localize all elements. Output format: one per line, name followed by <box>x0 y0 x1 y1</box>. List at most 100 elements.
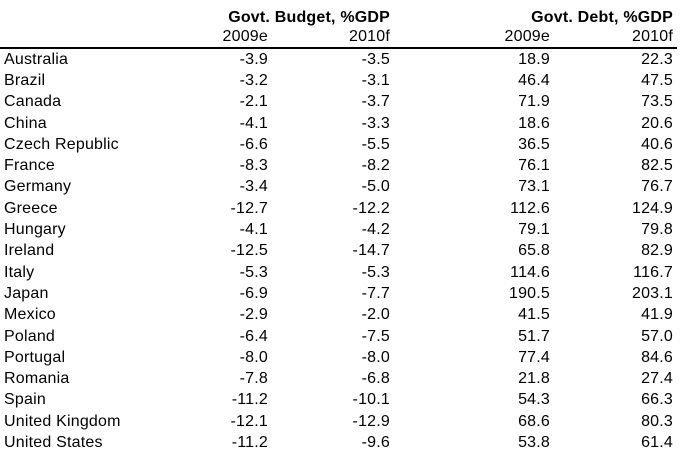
debt-2009e-cell: 71.9 <box>518 93 551 111</box>
debt-2009e-cell: 76.1 <box>518 157 551 175</box>
table-row: Ireland -12.5 -14.7 65.8 82.9 <box>0 241 677 262</box>
budget-2009e-cell: -12.1 <box>230 412 268 430</box>
budget-2009e-cell: -5.3 <box>239 263 268 281</box>
debt-2010f-cell: 203.1 <box>631 284 674 302</box>
budget-2009e-cell: -6.6 <box>239 135 268 153</box>
budget-2009e-cell: -3.4 <box>239 178 268 196</box>
budget-2010f-cell: -4.2 <box>361 221 391 239</box>
country-cell: Portugal <box>4 348 66 366</box>
table-row: China -4.1 -3.3 18.6 20.6 <box>0 113 677 134</box>
budget-2010f-cell: -3.3 <box>361 114 391 132</box>
subheader-row: 2009e 2010f 2009e 2010f <box>0 28 678 49</box>
budget-2009e-cell: -3.9 <box>239 50 268 68</box>
debt-2009e-cell: 41.5 <box>518 306 551 324</box>
debt-2010f-cell: 47.5 <box>641 71 674 89</box>
country-column-header-blank <box>0 0 180 28</box>
budget-2009e-cell: -12.7 <box>230 199 268 217</box>
debt-2010f-header: 2010f <box>550 28 678 49</box>
table-row: Greece -12.7 -12.2 112.6 124.9 <box>0 198 677 219</box>
debt-2010f-cell: 73.5 <box>641 93 674 111</box>
budget-2010f-cell: -3.5 <box>361 50 391 68</box>
budget-2009e-cell: -4.1 <box>239 221 268 239</box>
table-row: Canada -2.1 -3.7 71.9 73.5 <box>0 92 677 113</box>
budget-2010f-cell: -8.0 <box>361 348 391 366</box>
budget-2010f-cell: -7.7 <box>361 284 391 302</box>
budget-2009e-cell: -2.9 <box>239 306 268 324</box>
budget-2009e-cell: -7.8 <box>239 370 268 388</box>
budget-2010f-cell: -12.9 <box>352 412 391 430</box>
table-row: Portugal -8.0 -8.0 77.4 84.6 <box>0 347 677 368</box>
country-cell: Mexico <box>4 306 56 324</box>
debt-2009e-cell: 73.1 <box>518 178 551 196</box>
debt-group-header: Govt. Debt, %GDP <box>531 9 674 26</box>
debt-2009e-cell: 18.6 <box>518 114 551 132</box>
budget-2009e-cell: -11.2 <box>231 433 268 451</box>
debt-2009e-cell: 114.6 <box>510 263 551 281</box>
debt-2009e-cell: 54.3 <box>518 391 551 409</box>
table-row: France -8.3 -8.2 76.1 82.5 <box>0 155 677 176</box>
country-cell: Germany <box>4 178 72 196</box>
debt-2010f-cell: 61.4 <box>641 433 674 451</box>
budget-2009e-cell: -2.1 <box>239 93 268 111</box>
debt-2010f-cell: 80.3 <box>641 412 674 430</box>
country-cell: Japan <box>4 284 49 302</box>
budget-2009e-cell: -12.5 <box>230 242 268 260</box>
debt-2010f-cell: 79.8 <box>641 221 674 239</box>
budget-2010f-cell: -10.1 <box>352 391 391 409</box>
country-cell: Australia <box>4 50 69 68</box>
country-cell: Spain <box>4 391 46 409</box>
country-cell: United Kingdom <box>4 412 121 430</box>
country-cell: China <box>4 114 47 132</box>
country-cell: France <box>4 157 55 175</box>
debt-2010f-cell: 82.5 <box>641 157 674 175</box>
budget-2010f-cell: -5.0 <box>361 178 391 196</box>
debt-2010f-cell: 84.6 <box>641 348 674 366</box>
debt-2010f-cell: 40.6 <box>641 135 674 153</box>
budget-2010f-cell: -2.0 <box>361 306 391 324</box>
country-cell: Greece <box>4 199 58 217</box>
budget-2009e-header: 2009e <box>180 28 268 49</box>
debt-2010f-cell: 82.9 <box>641 242 674 260</box>
debt-2009e-cell: 79.1 <box>518 221 551 239</box>
debt-2009e-cell: 190.5 <box>508 284 551 302</box>
debt-2010f-cell: 27.4 <box>641 370 674 388</box>
budget-group-header: Govt. Budget, %GDP <box>228 9 391 26</box>
debt-2009e-cell: 21.8 <box>518 370 551 388</box>
debt-2009e-cell: 36.5 <box>518 135 551 153</box>
table-row: Brazil -3.2 -3.1 46.4 47.5 <box>0 70 677 91</box>
debt-2009e-header: 2009e <box>390 28 551 49</box>
debt-2010f-cell: 116.7 <box>633 263 674 281</box>
country-cell: Czech Republic <box>4 135 119 153</box>
country-cell: Italy <box>4 263 35 281</box>
budget-2009e-cell: -8.0 <box>239 348 268 366</box>
table-row: Japan -6.9 -7.7 190.5 203.1 <box>0 283 677 304</box>
debt-2009e-cell: 53.8 <box>518 433 551 451</box>
table-row: Hungary -4.1 -4.2 79.1 79.8 <box>0 219 677 240</box>
debt-2010f-cell: 22.3 <box>641 50 674 68</box>
budget-2010f-cell: -7.5 <box>361 327 391 345</box>
budget-2010f-cell: -5.3 <box>361 263 391 281</box>
budget-2010f-cell: -8.2 <box>361 157 391 175</box>
country-cell: Poland <box>4 327 56 345</box>
table-body: Australia -3.9 -3.5 18.9 22.3 Brazil -3.… <box>0 48 677 453</box>
country-cell: Hungary <box>4 221 66 239</box>
budget-2010f-cell: -12.2 <box>352 199 391 217</box>
debt-2009e-cell: 68.6 <box>518 412 551 430</box>
debt-2009e-cell: 65.8 <box>518 242 551 260</box>
group-header-row: Govt. Budget, %GDP Govt. Debt, %GDP <box>0 0 677 28</box>
budget-2010f-cell: -3.7 <box>361 93 391 111</box>
country-cell: Romania <box>4 370 70 388</box>
budget-2009e-cell: -6.4 <box>239 327 268 345</box>
budget-2010f-cell: -14.7 <box>352 242 391 260</box>
debt-2009e-cell: 18.9 <box>518 50 551 68</box>
debt-2010f-cell: 20.6 <box>641 114 674 132</box>
budget-2009e-cell: -3.2 <box>239 71 268 89</box>
budget-2010f-header: 2010f <box>268 28 391 49</box>
debt-2010f-cell: 41.9 <box>641 306 674 324</box>
table-row: Romania -7.8 -6.8 21.8 27.4 <box>0 368 677 389</box>
country-cell: Ireland <box>4 242 55 260</box>
budget-2010f-cell: -6.8 <box>361 370 391 388</box>
table-row: Spain -11.2 -10.1 54.3 66.3 <box>0 390 677 411</box>
table-row: Australia -3.9 -3.5 18.9 22.3 <box>0 48 677 70</box>
